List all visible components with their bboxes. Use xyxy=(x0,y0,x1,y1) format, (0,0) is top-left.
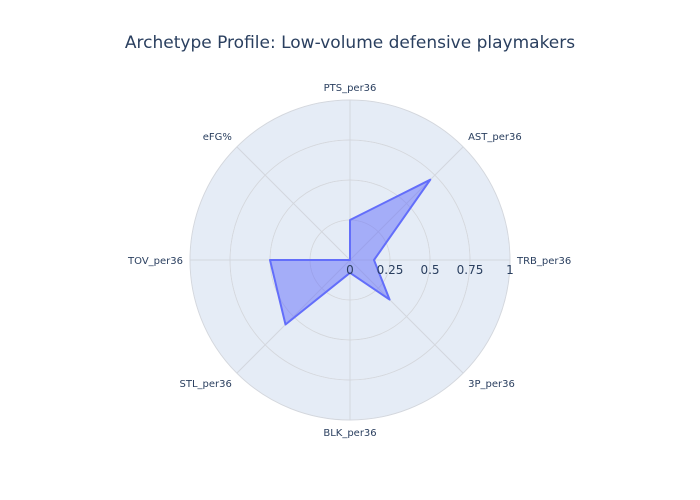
axis-label-eFG%: eFG% xyxy=(203,132,232,143)
radial-tick-label: 0.5 xyxy=(420,263,439,277)
radial-tick-label: 0.25 xyxy=(377,263,404,277)
spoke-eFG% xyxy=(236,146,351,261)
angular-axis-labels: PTS_per36 AST_per36 TRB_per36 3P_per36 BLK_p… xyxy=(127,83,571,439)
axis-label-BLK_per36: BLK_per36 xyxy=(323,428,376,439)
axis-label-PTS_per36: PTS_per36 xyxy=(324,83,377,94)
chart-title: Archetype Profile: Low-volume defensive … xyxy=(124,33,576,53)
radial-tick-label: 0 xyxy=(346,263,354,277)
axis-label-3P_per36: 3P_per36 xyxy=(468,379,515,390)
series-layer xyxy=(269,178,432,326)
radial-tick-label: 1 xyxy=(506,263,514,277)
series-area xyxy=(269,178,432,326)
axis-label-AST_per36: AST_per36 xyxy=(468,132,522,143)
axis-label-TOV_per36: TOV_per36 xyxy=(127,256,183,267)
axis-label-TRB_per36: TRB_per36 xyxy=(516,256,571,267)
radial-tick-label: 0.75 xyxy=(457,263,484,277)
axis-label-STL_per36: STL_per36 xyxy=(180,379,232,390)
radial-tick-labels: 0 0.25 0.5 0.75 1 xyxy=(346,263,514,277)
